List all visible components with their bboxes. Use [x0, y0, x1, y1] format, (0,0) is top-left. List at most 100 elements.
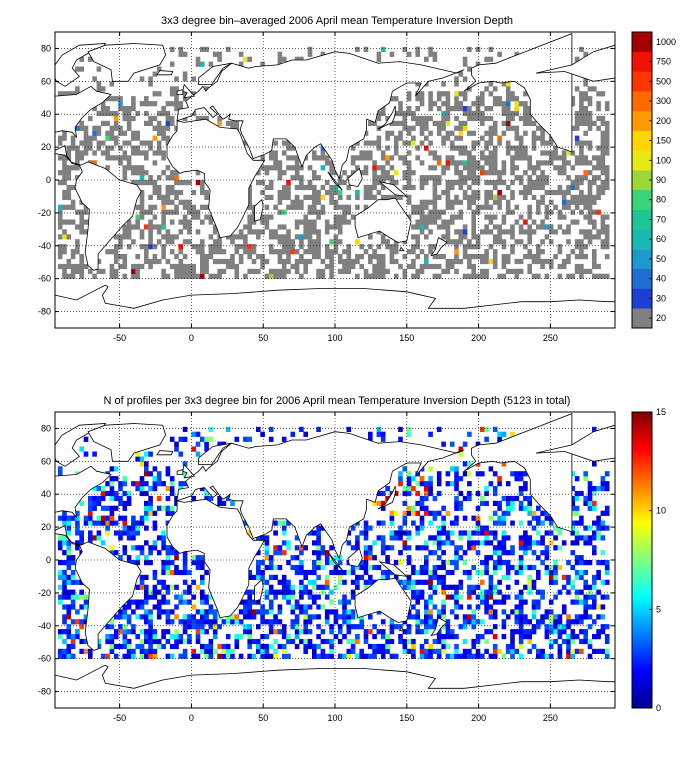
- bin-cell: [243, 614, 248, 620]
- bin-cell: [484, 629, 489, 635]
- bin-cell: [583, 130, 588, 136]
- bin-cell: [217, 441, 222, 447]
- bin-cell: [204, 446, 209, 452]
- bin-cell: [415, 629, 420, 635]
- bin-cell: [523, 564, 528, 571]
- bin-cell: [281, 589, 287, 595]
- bin-cell: [148, 634, 153, 640]
- bin-cell: [307, 165, 313, 171]
- bin-cell: [144, 254, 149, 260]
- bin-cell: [436, 634, 442, 640]
- bin-cell: [139, 194, 145, 200]
- bin-cell: [105, 653, 110, 659]
- bin-cell: [436, 535, 442, 541]
- bin-cell: [415, 500, 420, 506]
- bin-cell: [139, 648, 145, 654]
- bin-cell: [501, 219, 507, 225]
- bin-cell: [122, 604, 128, 610]
- bin-cell: [66, 574, 72, 580]
- bin-cell: [544, 160, 550, 166]
- bin-cell: [113, 155, 119, 161]
- bin-cell: [579, 175, 584, 181]
- land-mass: [182, 83, 196, 99]
- bin-cell: [514, 569, 520, 576]
- bin-cell: [480, 599, 485, 605]
- bin-cell: [131, 130, 136, 136]
- colorbar-segment: [632, 209, 652, 230]
- bin-cell: [518, 175, 524, 181]
- bin-cell: [303, 638, 308, 645]
- bin-cell: [139, 204, 145, 210]
- bin-cell: [480, 229, 485, 235]
- bin-cell: [527, 589, 532, 595]
- bin-cell: [514, 155, 520, 161]
- bin-cell: [553, 254, 558, 260]
- bin-cell: [152, 189, 158, 196]
- bin-cell: [458, 184, 464, 191]
- bin-cell: [557, 165, 563, 171]
- bin-cell: [303, 194, 308, 200]
- bin-cell: [100, 86, 106, 92]
- bin-cell: [368, 550, 373, 556]
- bin-cell: [109, 619, 115, 625]
- bin-cell: [79, 594, 84, 600]
- bin-cell: [316, 634, 321, 640]
- bin-cell: [454, 589, 459, 595]
- bin-cell: [398, 471, 403, 477]
- bin-cell: [337, 268, 343, 274]
- bin-cell: [574, 86, 580, 92]
- bin-cell: [131, 624, 136, 630]
- bin-cell: [484, 436, 489, 442]
- bin-cell: [303, 229, 308, 235]
- bin-cell: [449, 140, 455, 146]
- bin-cell: [316, 209, 321, 215]
- bin-cell: [131, 530, 136, 536]
- bin-cell: [574, 219, 580, 225]
- bin-cell: [320, 165, 326, 171]
- bin-cell: [492, 224, 498, 230]
- land-mass: [166, 118, 266, 239]
- bin-cell: [264, 579, 270, 585]
- bin-cell: [428, 106, 433, 112]
- bin-cell: [604, 525, 610, 531]
- bin-cell: [152, 486, 158, 492]
- bin-cell: [579, 535, 584, 541]
- bin-cell: [497, 189, 502, 196]
- bin-cell: [402, 486, 408, 492]
- bin-cell: [604, 273, 610, 279]
- bin-cell: [514, 106, 520, 112]
- bin-cell: [376, 165, 382, 171]
- x-tick-label: 200: [471, 713, 486, 723]
- bin-cell: [182, 239, 188, 245]
- bin-cell: [83, 648, 89, 654]
- bin-cell: [355, 46, 360, 52]
- bin-cell: [454, 560, 459, 566]
- bin-cell: [174, 500, 179, 506]
- y-tick-label: 80: [41, 43, 51, 53]
- bin-cell: [290, 199, 296, 205]
- bin-cell: [122, 106, 128, 112]
- bin-cell: [600, 150, 606, 156]
- bin-cell: [307, 224, 313, 230]
- bin-cell: [286, 140, 291, 146]
- bin-cell: [415, 219, 420, 225]
- bin-cell: [574, 175, 580, 181]
- bin-cell: [96, 268, 102, 274]
- bin-cell: [497, 476, 502, 482]
- bin-cell: [527, 249, 532, 255]
- bin-cell: [432, 495, 438, 502]
- bin-cell: [467, 594, 472, 600]
- bin-cell: [454, 145, 459, 151]
- bin-cell: [600, 130, 606, 136]
- bin-cell: [389, 624, 395, 630]
- bin-cell: [475, 584, 481, 590]
- bin-cell: [260, 61, 265, 67]
- bin-cell: [587, 505, 593, 511]
- bin-cell: [536, 224, 541, 230]
- bin-cell: [505, 258, 511, 265]
- bin-cell: [574, 490, 580, 497]
- bin-cell: [445, 239, 451, 245]
- bin-cell: [419, 545, 425, 551]
- bin-cell: [281, 579, 287, 585]
- bin-cell: [156, 604, 162, 610]
